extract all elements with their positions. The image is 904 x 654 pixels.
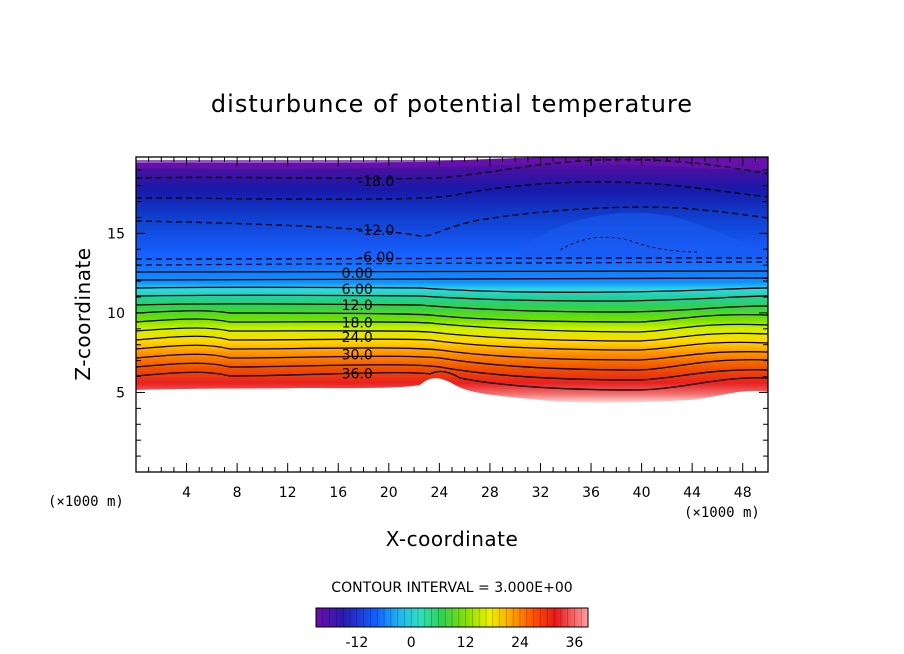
chart-title: disturbunce of potential temperature	[211, 90, 693, 118]
top-band	[136, 160, 768, 170]
colorbar-divisions	[315, 608, 589, 627]
y-tick-label: 5	[116, 385, 125, 401]
x-unit-label: (×1000 m)	[48, 494, 124, 510]
contour-27	[136, 344, 768, 361]
y-unit-label: (×1000 m)	[684, 505, 760, 521]
contour-0	[136, 270, 768, 273]
x-tick-label: 32	[532, 485, 550, 501]
contour-neg15	[136, 181, 768, 200]
contour-interval-text: CONTOUR INTERVAL = 3.000E+00	[331, 580, 572, 596]
contour-18	[136, 318, 768, 333]
y-tick-label: 10	[107, 306, 125, 322]
x-tick-label: 40	[633, 485, 651, 501]
contour-label: 36.0	[342, 366, 373, 382]
contour-neg9	[559, 236, 701, 253]
contour-33	[136, 362, 768, 381]
x-tick-label: 20	[380, 485, 398, 501]
contour-neg12	[136, 206, 768, 237]
x-tick-label: 8	[233, 485, 242, 501]
contour-label: 12.0	[342, 298, 373, 314]
x-tick-label: 44	[683, 485, 701, 501]
colorbar-tick-label: 24	[511, 635, 529, 651]
colorbar: -12 0 12 24 36	[315, 607, 589, 651]
contour-neg6	[136, 257, 768, 260]
contour-label: -6.00	[358, 250, 394, 266]
colorbar-tick-label: 36	[565, 635, 583, 651]
x-tick-label: 36	[582, 485, 600, 501]
contour-9	[136, 294, 768, 302]
contour-neg18	[136, 159, 768, 180]
blue-anomaly	[520, 212, 768, 260]
x-axis-label: X-coordinate	[386, 527, 519, 551]
contour-label: 6.00	[342, 282, 373, 298]
x-tick-label: 28	[481, 485, 499, 501]
colorbar-tick-label: 12	[457, 635, 475, 651]
contour-15	[136, 310, 768, 323]
y-axis-label: Z-coordinate	[71, 247, 95, 380]
contour-neg3	[136, 261, 768, 266]
contour-label: 18.0	[342, 315, 373, 331]
contour-36	[136, 370, 768, 391]
contour-label: 24.0	[342, 330, 373, 346]
contour-label: 0.00	[342, 266, 373, 282]
x-tick-label: 24	[430, 485, 448, 501]
contour-label: -12.0	[358, 223, 394, 239]
contour-24	[136, 335, 768, 351]
x-tick-label: 12	[279, 485, 297, 501]
colorbar-fill	[315, 607, 589, 628]
contour-6	[136, 286, 768, 294]
x-tick-label: 16	[329, 485, 347, 501]
x-tick-label: 48	[734, 485, 752, 501]
colorbar-tick-label: -12	[345, 635, 368, 651]
contour-label: 30.0	[342, 347, 373, 363]
contour-lines	[136, 159, 768, 391]
colorbar-tick-label: 0	[407, 635, 416, 651]
y-tick-label: 15	[107, 226, 125, 242]
contour-12	[136, 303, 768, 313]
colorbar-ticks: -12 0 12 24 36	[345, 635, 583, 651]
contour-21	[136, 327, 768, 342]
contour-label: -18.0	[358, 174, 394, 190]
contour-3	[136, 277, 768, 281]
contour-30	[136, 353, 768, 371]
x-tick-label: 4	[182, 485, 191, 501]
